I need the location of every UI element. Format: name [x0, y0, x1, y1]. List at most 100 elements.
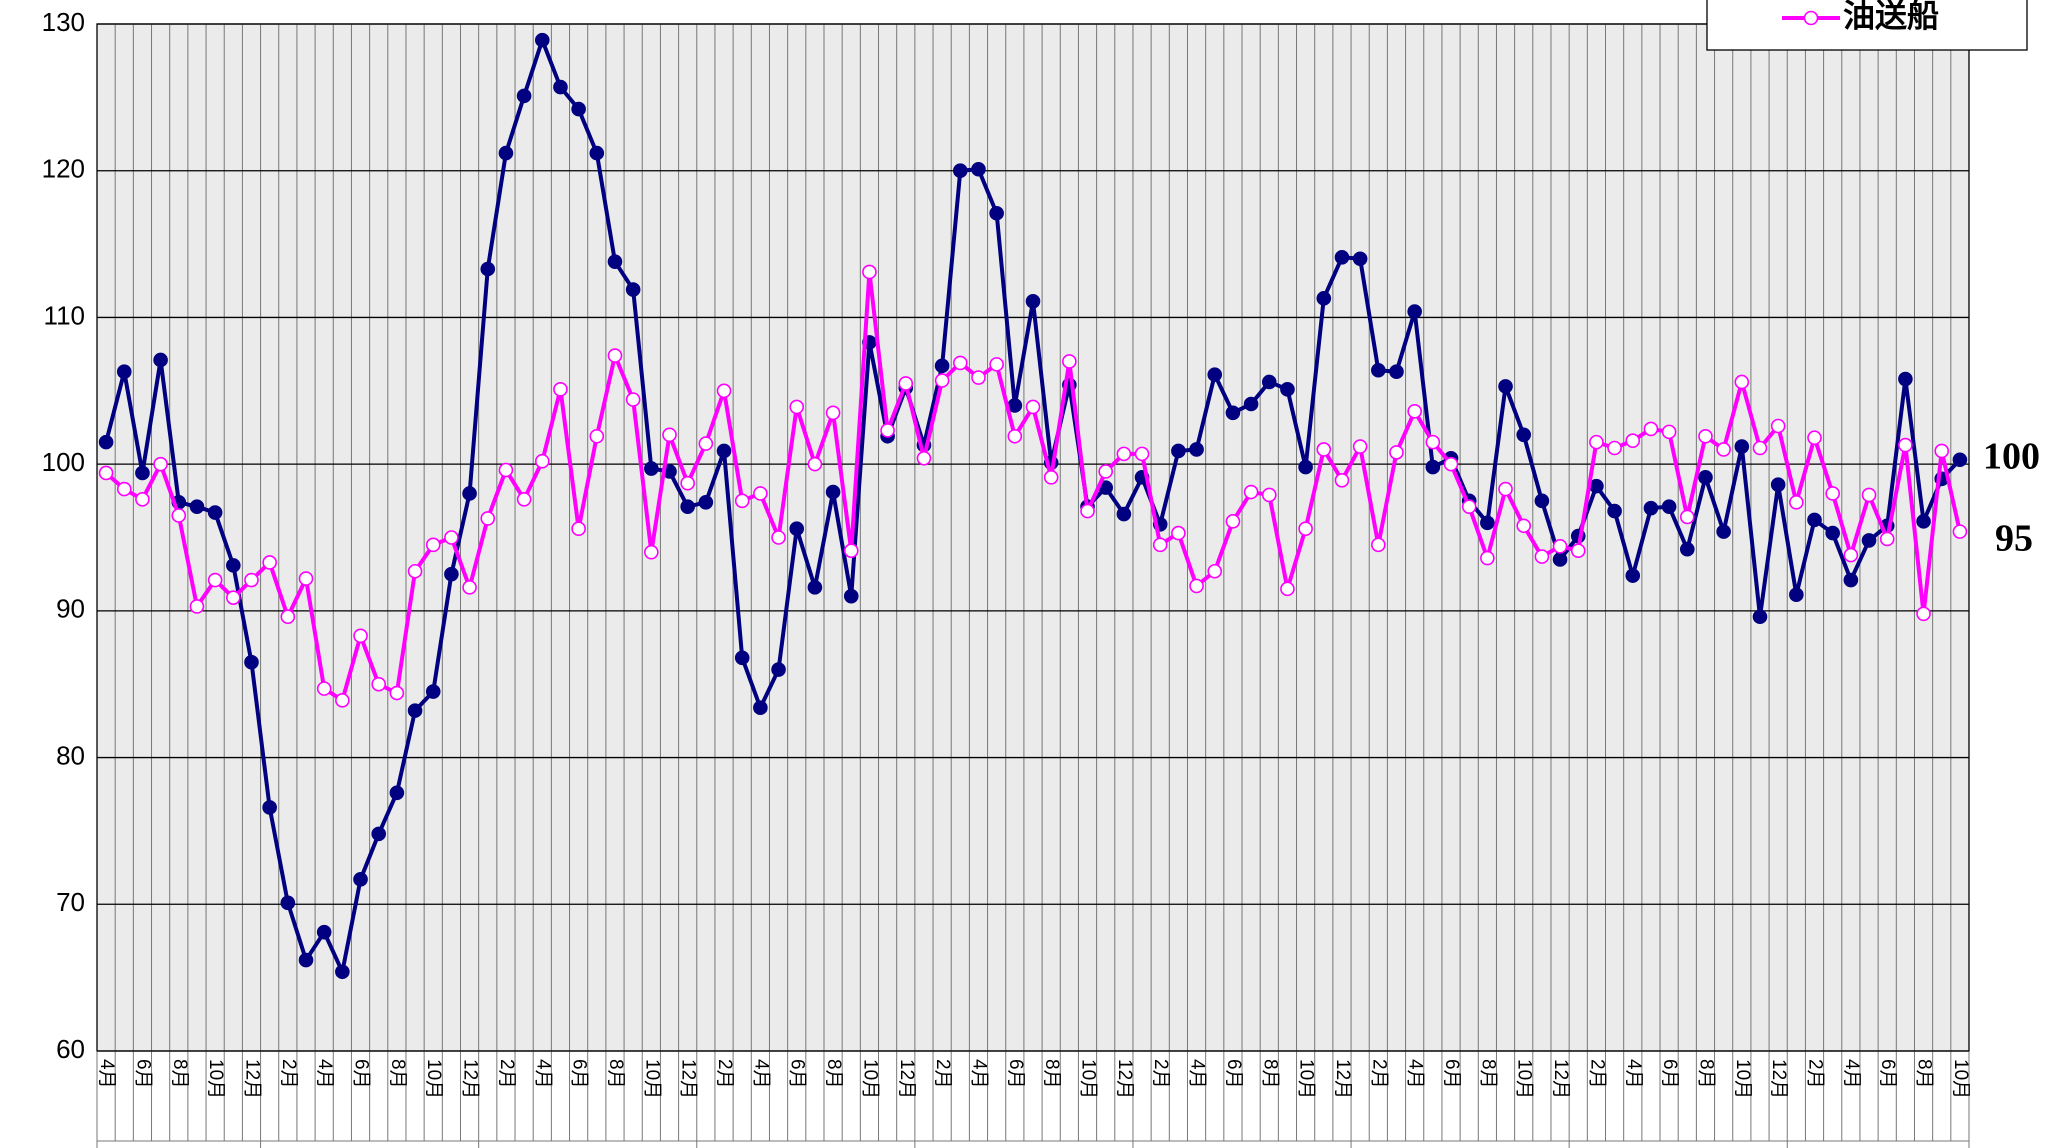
point: [862, 264, 877, 280]
x-tick-label: 2月: [714, 1059, 735, 1089]
x-tick-group: 10月: [1296, 1059, 1317, 1099]
point: [262, 555, 277, 570]
point: [1189, 578, 1204, 594]
end-label: 95: [1995, 517, 2033, 559]
point: [1770, 477, 1786, 492]
x-tick-label: 8月: [1695, 1059, 1716, 1089]
y-tick-label: 70: [56, 887, 85, 917]
x-tick-group: 12月: [896, 1059, 917, 1099]
point: [1007, 398, 1023, 413]
x-tick-label: 6月: [1441, 1059, 1462, 1089]
x-tick-group: 4月: [314, 1059, 335, 1089]
x-tick-group: 8月: [1695, 1059, 1716, 1089]
point: [1043, 470, 1059, 485]
x-tick-group: 10月: [859, 1059, 880, 1099]
point: [480, 511, 496, 526]
point: [1625, 568, 1641, 583]
x-tick-group: 4月: [1841, 1059, 1862, 1089]
x-tick-label: 8月: [605, 1059, 626, 1089]
x-tick-group: 8月: [169, 1059, 190, 1089]
point: [389, 685, 405, 701]
x-tick-label: 2月: [1804, 1059, 1825, 1089]
point: [1952, 524, 1968, 539]
point: [444, 530, 459, 545]
point: [1534, 493, 1550, 509]
x-tick-label: 8月: [1041, 1059, 1062, 1089]
end-label: 100: [1983, 435, 2040, 477]
x-tick-group: 12月: [1550, 1059, 1571, 1099]
x-tick-group: 4月: [96, 1059, 117, 1089]
point: [953, 163, 968, 179]
point: [407, 703, 423, 718]
point: [1807, 512, 1822, 528]
point: [1607, 440, 1622, 456]
x-tick-group: 8月: [1477, 1059, 1498, 1089]
plot-area: [96, 23, 1970, 1052]
legend-marker: [1803, 10, 1819, 26]
x-tick-label: 2月: [932, 1059, 953, 1089]
point: [1934, 443, 1950, 459]
y-tick-label: 60: [56, 1034, 85, 1064]
point: [1698, 428, 1713, 444]
point: [1734, 374, 1750, 390]
point: [335, 964, 350, 980]
x-tick-label: 12月: [1114, 1059, 1135, 1099]
x-tick-group: 4月: [1623, 1059, 1644, 1089]
point: [789, 521, 805, 536]
point: [1316, 291, 1332, 306]
point: [1789, 587, 1804, 603]
point: [825, 405, 841, 421]
x-tick-group: 8月: [1041, 1059, 1062, 1089]
point: [843, 588, 859, 604]
point: [1552, 539, 1568, 554]
x-tick-group: 10月: [423, 1059, 444, 1099]
point: [1661, 499, 1677, 514]
point: [1425, 459, 1441, 475]
point: [298, 952, 314, 968]
point: [1280, 382, 1295, 397]
point: [1789, 494, 1804, 510]
x-tick-group: 4月: [1187, 1059, 1208, 1089]
point: [589, 145, 605, 161]
x-tick-label: 2月: [1368, 1059, 1389, 1089]
x-tick-label: 10月: [641, 1059, 662, 1099]
point: [1025, 293, 1041, 309]
point: [1352, 251, 1368, 267]
point: [353, 628, 368, 644]
point: [916, 450, 932, 466]
point: [1134, 446, 1150, 462]
point: [1589, 434, 1604, 450]
point: [1334, 249, 1350, 265]
point: [1371, 362, 1386, 378]
x-tick-label: 12月: [1332, 1059, 1353, 1099]
point: [1516, 427, 1532, 443]
point: [1861, 487, 1877, 503]
x-tick-group: 12月: [1768, 1059, 1789, 1099]
point: [1552, 552, 1568, 567]
x-tick-group: 2月: [1586, 1059, 1607, 1089]
point: [1716, 524, 1731, 539]
point: [1516, 518, 1532, 534]
point: [371, 676, 387, 692]
point: [1825, 486, 1840, 501]
x-tick-label: 4月: [1623, 1059, 1644, 1089]
point: [1207, 563, 1223, 579]
point: [789, 399, 805, 415]
x-tick-group: 6月: [1659, 1059, 1680, 1089]
point: [1752, 609, 1768, 625]
x-tick-label: 8月: [1259, 1059, 1280, 1089]
point: [407, 563, 423, 579]
point: [807, 580, 823, 595]
point: [843, 543, 859, 559]
point: [1916, 606, 1931, 622]
point: [1334, 472, 1350, 488]
point: [189, 499, 205, 514]
point: [1607, 503, 1622, 519]
point: [971, 161, 986, 177]
x-tick-group: 6月: [132, 1059, 153, 1089]
x-tick-group: 2月: [1368, 1059, 1389, 1089]
x-tick-label: 6月: [1005, 1059, 1026, 1089]
x-tick-label: 12月: [678, 1059, 699, 1099]
point: [1025, 399, 1041, 415]
